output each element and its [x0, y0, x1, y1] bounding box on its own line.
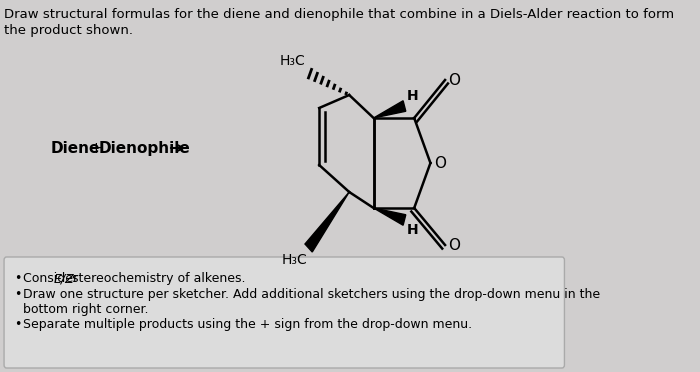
Text: bottom right corner.: bottom right corner. [22, 303, 148, 316]
Text: Separate multiple products using the + sign from the drop-down menu.: Separate multiple products using the + s… [22, 318, 472, 331]
Text: Diene: Diene [50, 141, 99, 155]
Text: •: • [15, 318, 22, 331]
Text: Dienophile: Dienophile [99, 141, 191, 155]
Text: H₃C: H₃C [281, 253, 307, 267]
Polygon shape [374, 208, 406, 225]
Text: Draw one structure per sketcher. Add additional sketchers using the drop-down me: Draw one structure per sketcher. Add add… [22, 288, 600, 301]
Text: Draw structural formulas for the diene and dienophile that combine in a Diels-Al: Draw structural formulas for the diene a… [4, 8, 674, 21]
Text: Consider: Consider [22, 272, 82, 285]
Polygon shape [305, 192, 349, 252]
Text: •: • [15, 288, 22, 301]
Text: •: • [15, 272, 22, 285]
Polygon shape [374, 101, 406, 118]
FancyBboxPatch shape [4, 257, 564, 368]
Text: O: O [448, 237, 461, 253]
Text: H₃C: H₃C [279, 54, 305, 68]
Text: O: O [435, 155, 447, 170]
Text: the product shown.: the product shown. [4, 24, 133, 37]
Text: H: H [407, 223, 419, 237]
Text: O: O [448, 73, 461, 87]
Text: E/Z: E/Z [54, 272, 74, 285]
Text: H: H [407, 89, 419, 103]
Text: stereochemistry of alkenes.: stereochemistry of alkenes. [68, 272, 246, 285]
Text: +: + [90, 141, 102, 155]
